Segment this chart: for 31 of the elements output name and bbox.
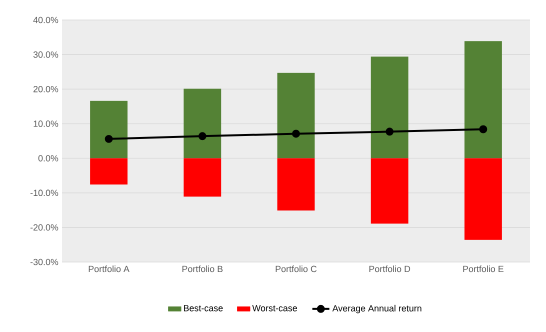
bar	[370, 56, 408, 158]
legend-label: Worst-case	[252, 305, 297, 312]
x-tick-label: Portfolio A	[88, 266, 130, 272]
bar	[90, 158, 128, 185]
point	[104, 134, 113, 143]
legend-label: Best-case	[184, 305, 223, 312]
y-tick-label: 10.0%	[34, 120, 58, 127]
x-tick-label: Portfolio E	[463, 266, 504, 272]
bar	[464, 41, 502, 158]
point	[386, 128, 394, 136]
y-tick-label: 40.0%	[33, 16, 58, 24]
x-tick-label: Portfolio C	[276, 266, 317, 272]
point	[198, 132, 206, 140]
bar	[184, 158, 222, 197]
legend-label: Average Annual return	[332, 304, 422, 314]
x-tick-label: Portfolio B	[182, 266, 223, 272]
y-tick-label: -10.0%	[30, 190, 58, 196]
x-tick-label: Portfolio D	[369, 266, 410, 272]
point	[292, 130, 300, 138]
y-tick-label: -20.0%	[30, 224, 58, 231]
bar	[90, 100, 128, 158]
bar	[184, 88, 222, 158]
bar	[370, 158, 408, 224]
y-tick-label: 20.0%	[34, 86, 58, 92]
point	[479, 125, 488, 134]
bar	[277, 158, 315, 210]
bar	[277, 72, 315, 158]
y-tick-label: 30.0%	[33, 51, 58, 58]
bar	[464, 158, 502, 240]
y-tick-label: 0.0%	[38, 155, 58, 162]
y-tick-label: -30.0%	[30, 258, 58, 266]
